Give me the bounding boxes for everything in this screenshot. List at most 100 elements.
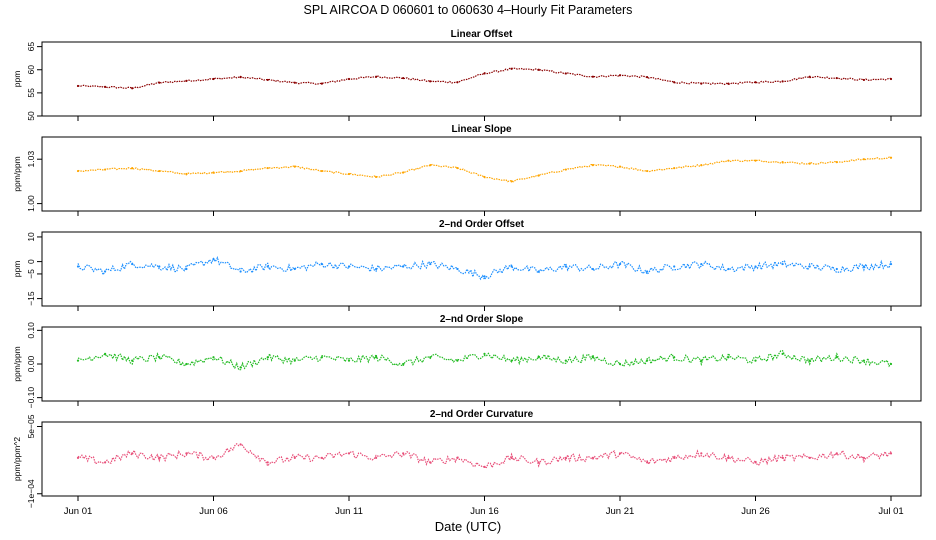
panel-5: 2–nd Order Curvature ppm/ppm^2 −1e−04 5e−05 xyxy=(12,409,922,508)
y-axis-label: ppm/ppm xyxy=(12,346,22,381)
y-tick-label: 10 xyxy=(26,232,36,242)
data-point xyxy=(591,164,595,167)
data-point xyxy=(158,456,161,459)
data-point xyxy=(889,362,893,366)
data-point xyxy=(320,169,323,173)
data-point xyxy=(131,452,134,455)
data-point xyxy=(158,169,161,173)
data-point xyxy=(104,352,107,356)
data-point xyxy=(158,356,161,359)
data-point xyxy=(700,262,703,266)
data-point xyxy=(185,267,188,271)
panel-frame xyxy=(41,326,922,402)
data-point xyxy=(781,161,784,164)
data-point xyxy=(646,270,649,273)
data-point xyxy=(402,76,405,80)
data-point xyxy=(375,456,378,459)
data-point xyxy=(483,275,486,278)
x-tick-label: Jun 06 xyxy=(199,506,228,517)
data-point xyxy=(700,359,703,362)
data-point xyxy=(456,359,459,362)
data-point xyxy=(835,452,838,455)
data-point xyxy=(537,270,540,273)
data-point xyxy=(673,456,676,459)
y-tick-label: 55 xyxy=(26,88,36,98)
data-point xyxy=(862,359,866,362)
data-point xyxy=(293,359,296,362)
panel-frame xyxy=(41,136,922,212)
data-point xyxy=(76,359,80,362)
data-point xyxy=(889,156,893,159)
data-point xyxy=(239,270,242,273)
x-tick-label: Jun 01 xyxy=(64,506,93,517)
data-point xyxy=(131,359,134,362)
data-point xyxy=(239,443,242,446)
data-point xyxy=(889,262,893,266)
data-point xyxy=(835,356,838,359)
data-point xyxy=(375,75,378,78)
data-point xyxy=(483,465,486,468)
panels-group: Linear Offset ppm 50 55 60 65 Linear Slope ppm/… xyxy=(12,29,922,508)
data-point xyxy=(76,456,80,459)
data-point xyxy=(808,162,811,165)
x-tick-label: Jun 21 xyxy=(606,506,635,517)
data-point xyxy=(293,456,296,459)
data-point xyxy=(320,456,323,459)
data-point xyxy=(76,265,80,268)
data-point xyxy=(889,77,893,81)
data-point xyxy=(510,67,513,70)
data-point xyxy=(591,456,595,459)
data-point xyxy=(808,265,811,268)
data-point xyxy=(618,362,622,366)
data-point xyxy=(104,85,107,88)
data-point xyxy=(754,265,757,268)
data-point xyxy=(212,258,215,261)
data-point xyxy=(537,68,540,71)
data-point xyxy=(402,452,405,455)
data-point xyxy=(618,74,622,77)
data-point xyxy=(185,79,188,82)
data-point xyxy=(754,359,757,362)
data-point xyxy=(212,171,215,174)
data-point xyxy=(266,356,269,359)
data-point xyxy=(564,72,567,75)
data-point xyxy=(266,265,269,268)
data-point xyxy=(293,267,296,271)
data-point xyxy=(239,76,242,79)
data-point xyxy=(347,359,351,362)
data-point xyxy=(754,159,757,162)
panel-title: 2–nd Order Slope xyxy=(440,314,524,325)
data-point xyxy=(700,452,703,455)
data-point xyxy=(510,265,513,268)
data-point xyxy=(564,168,567,171)
data-point xyxy=(889,452,893,455)
data-point xyxy=(591,75,595,78)
data-point xyxy=(104,168,107,171)
data-point xyxy=(510,359,513,362)
data-point xyxy=(456,81,459,84)
y-tick-label: 50 xyxy=(26,111,36,121)
y-tick-label: 5e−05 xyxy=(26,414,36,438)
data-point xyxy=(591,356,595,359)
data-series-line xyxy=(77,350,892,371)
y-tick-label: 1.00 xyxy=(26,195,36,212)
data-point xyxy=(618,452,622,455)
data-point xyxy=(564,265,567,268)
data-point xyxy=(76,169,80,173)
data-point xyxy=(320,262,323,266)
data-point xyxy=(673,81,676,84)
panel-frame xyxy=(41,421,922,497)
data-point xyxy=(835,76,838,80)
data-point xyxy=(483,175,486,179)
x-tick-label: Jun 11 xyxy=(335,506,363,517)
data-point xyxy=(673,265,676,268)
data-point xyxy=(429,262,432,266)
y-axis-label: ppm/ppm^2 xyxy=(12,437,22,481)
data-point xyxy=(347,77,351,81)
data-point xyxy=(212,456,215,459)
data-point xyxy=(727,356,730,359)
data-point xyxy=(646,76,649,79)
x-tick-label: Jun 26 xyxy=(741,506,770,517)
y-tick-label: 65 xyxy=(26,42,36,52)
data-point xyxy=(781,80,784,83)
